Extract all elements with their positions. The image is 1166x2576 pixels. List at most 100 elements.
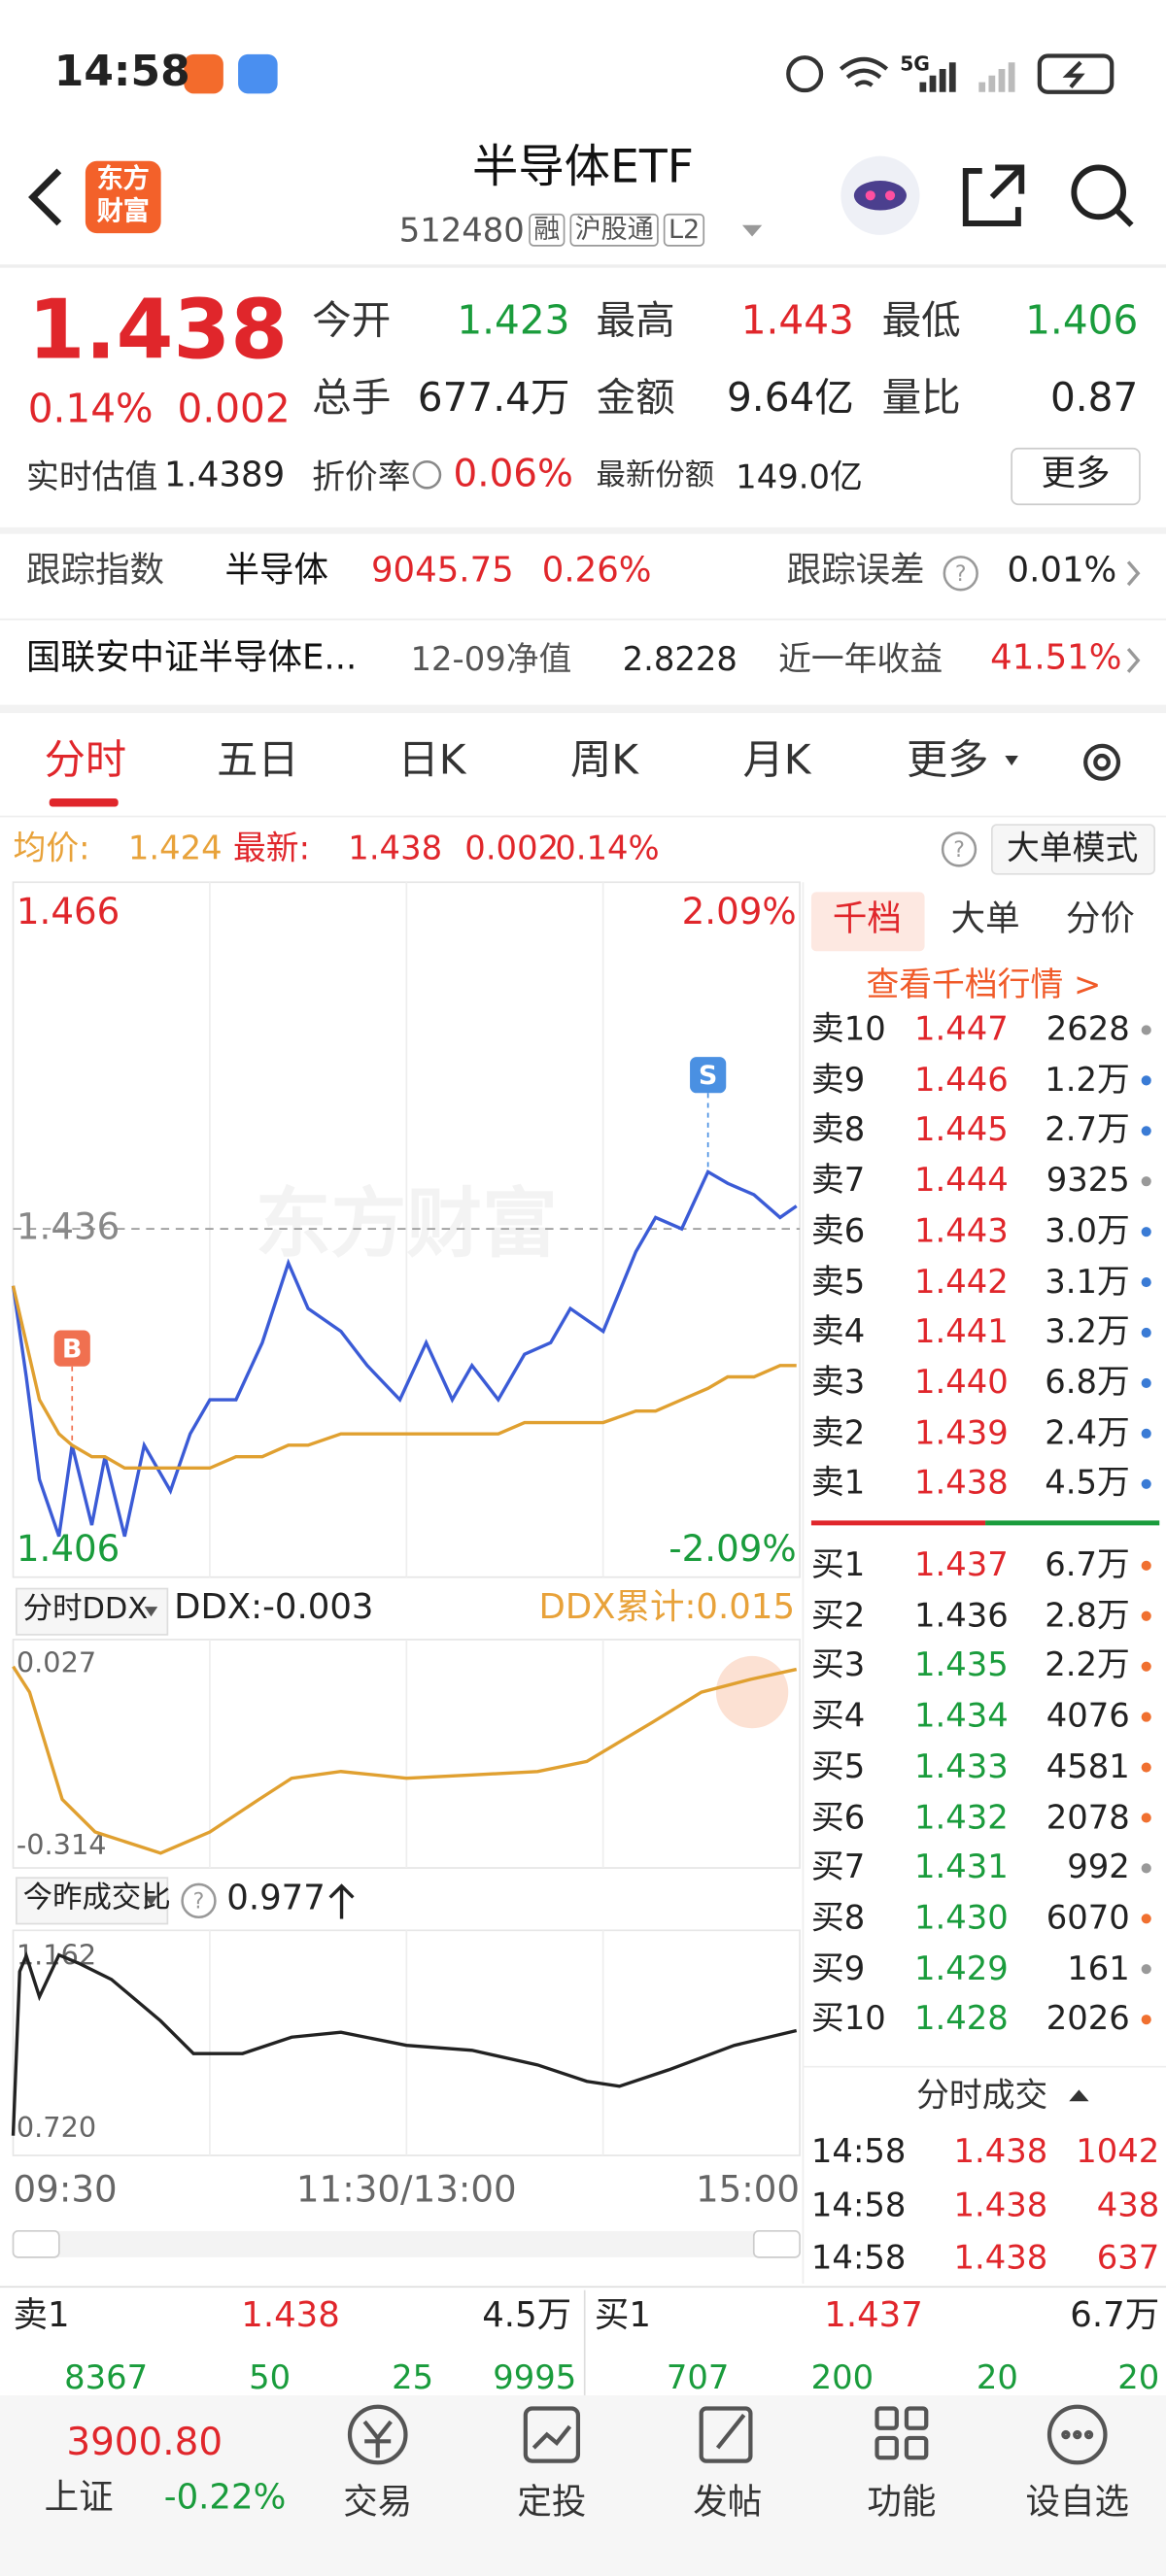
book-volume: 2026 [1046, 1998, 1130, 2038]
queue-size: 20 [976, 2357, 1018, 2397]
book-level: 卖8 [810, 1109, 866, 1149]
book-link[interactable]: 查看千档行情 > [866, 964, 1102, 1004]
scrollbar[interactable] [13, 2230, 801, 2257]
error-label: 跟踪误差 [786, 551, 925, 591]
nav-item[interactable]: 设自选 [1025, 2483, 1129, 2523]
book-level: 卖6 [810, 1210, 866, 1250]
y-tick-label: 0.027 [17, 1645, 96, 1678]
nav-item[interactable]: 发帖 [693, 2483, 763, 2523]
level1-price: 1.438 [241, 2295, 340, 2336]
svg-text:?: ? [955, 562, 967, 587]
book-volume: 992 [1067, 1847, 1130, 1886]
info-icon[interactable] [412, 459, 442, 490]
book-tab[interactable]: 大单 [950, 898, 1020, 939]
book-level: 买4 [810, 1695, 866, 1736]
more-button[interactable] [1011, 447, 1141, 506]
more-button-label[interactable]: 更多 [1041, 454, 1111, 494]
latest-price: 1.438 [348, 828, 443, 868]
help-icon[interactable] [181, 1882, 217, 1919]
book-level: 卖7 [810, 1160, 866, 1200]
book-level: 卖3 [810, 1361, 866, 1402]
settings-button[interactable] [1083, 743, 1121, 781]
series-line [11, 1950, 798, 2136]
avg-label: 均价: [13, 828, 90, 868]
float-button[interactable] [715, 1655, 789, 1729]
svg-text:?: ? [953, 838, 965, 863]
book-level: 卖5 [810, 1261, 866, 1301]
nav-label: 12-09净值 [410, 638, 572, 679]
watermark: 东方财富 [256, 1181, 558, 1269]
error-value: 0.01% [1007, 551, 1117, 591]
stock-tag: L2 [663, 213, 705, 247]
volume-dot [1141, 1712, 1151, 1722]
trade-price: 1.438 [953, 2237, 1048, 2278]
nav-item[interactable]: 定投 [517, 2483, 587, 2523]
divider [0, 526, 1166, 534]
book-tab[interactable]: 千档 [832, 898, 902, 939]
ddx-value: DDX:-0.003 [174, 1587, 374, 1628]
chart-tab[interactable]: 月K [742, 736, 811, 785]
chart-tab[interactable]: 日K [397, 736, 466, 785]
change-pct: 0.14% [27, 386, 154, 432]
divider [0, 704, 1166, 714]
book-volume: 3.1万 [1045, 1261, 1130, 1301]
back-button[interactable] [28, 168, 62, 226]
book-level: 买8 [810, 1897, 866, 1937]
tab-indicator [49, 797, 119, 807]
book-tab[interactable]: 分价 [1065, 898, 1135, 939]
tracking-label: 跟踪指数 [26, 551, 165, 591]
chart-tab[interactable]: 更多 [906, 736, 989, 785]
book-volume: 4581 [1046, 1746, 1130, 1786]
tracking-pct: 0.26% [541, 551, 652, 591]
field-label: 金额 [596, 374, 675, 421]
search-button[interactable] [1071, 164, 1127, 220]
chart-tab[interactable]: 周K [569, 736, 638, 785]
y-tick-label: -0.314 [17, 1828, 107, 1861]
book-volume: 161 [1067, 1948, 1130, 1987]
nav-item[interactable]: 功能 [867, 2483, 937, 2523]
book-volume: 4076 [1046, 1695, 1130, 1736]
book-price: 1.443 [913, 1210, 1009, 1250]
book-level: 卖9 [810, 1059, 866, 1099]
volume-dot [1141, 1610, 1151, 1621]
active-book-tab [810, 892, 925, 952]
chart-tab[interactable]: 分时 [44, 736, 127, 785]
latest-label: 最新: [233, 828, 311, 868]
book-level: 卖4 [810, 1310, 866, 1351]
signal-icon [978, 62, 1015, 92]
battery-icon [1037, 53, 1115, 94]
change: 0.002 [177, 386, 291, 432]
mode-label[interactable]: 大单模式 [1007, 828, 1139, 868]
svg-text:?: ? [193, 1890, 205, 1915]
trade-time: 14:58 [810, 2185, 907, 2225]
field-label: 今开 [312, 296, 392, 344]
tracking-index: 半导体 [224, 551, 329, 591]
marker-label: S [699, 1061, 717, 1091]
queue-size: 50 [249, 2357, 292, 2397]
trade-price: 1.438 [953, 2185, 1048, 2225]
help-icon[interactable] [941, 831, 977, 867]
mode-button[interactable] [991, 824, 1156, 875]
trade-time: 14:58 [810, 2130, 907, 2171]
book-volume: 2628 [1046, 1008, 1130, 1049]
volume-dot [1141, 1560, 1151, 1571]
book-volume: 2.7万 [1045, 1109, 1130, 1149]
indicator-select[interactable] [16, 1877, 169, 1925]
share-button[interactable] [962, 164, 1025, 226]
bottom-nav [0, 2394, 1166, 2576]
tracking-value: 9045.75 [370, 551, 514, 591]
latest-change: 0.002 [464, 828, 560, 868]
indicator-select[interactable] [16, 1587, 169, 1636]
stock-title: 半导体ETF [471, 139, 695, 193]
series-line [11, 1169, 798, 1538]
book-price: 1.440 [913, 1361, 1009, 1402]
y-tick-label: 1.406 [17, 1527, 120, 1570]
chart-tab[interactable]: 五日 [217, 736, 299, 785]
marker-label: B [62, 1334, 83, 1364]
queue-size: 707 [666, 2357, 730, 2397]
nav-item[interactable]: 交易 [343, 2483, 413, 2523]
dropdown-icon [741, 224, 763, 237]
index-change: -0.22% [163, 2478, 287, 2518]
help-icon[interactable] [943, 556, 978, 592]
level1-price: 1.437 [824, 2295, 923, 2336]
